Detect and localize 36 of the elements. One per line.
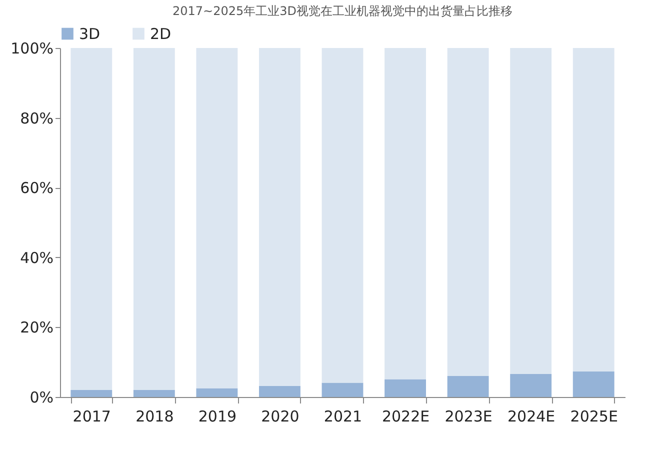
bar — [322, 48, 364, 383]
bar — [572, 48, 614, 372]
x-tick-label: 2022E — [382, 408, 430, 426]
x-tick-label: 2024E — [508, 408, 556, 426]
legend-label: 2D — [150, 24, 172, 43]
bar — [572, 372, 614, 397]
bar — [196, 388, 238, 397]
x-tick-label: 2019 — [198, 408, 237, 426]
bar — [70, 48, 112, 390]
bar — [133, 390, 175, 397]
x-tick-label: 2023E — [444, 408, 492, 426]
x-tick-label: 2021 — [324, 408, 362, 426]
chart-title: 2017~2025年工业3D视觉在工业机器视觉中的出货量占比推移 — [172, 4, 513, 18]
y-tick-label: 20% — [20, 318, 54, 337]
x-tick-label: 2017 — [72, 408, 111, 426]
x-tick-label: 2025E — [570, 408, 618, 426]
bar — [447, 376, 489, 397]
y-tick-label: 80% — [20, 109, 54, 128]
bar — [70, 390, 112, 397]
bar — [384, 48, 426, 380]
x-tick-label: 2020 — [261, 408, 300, 426]
bar — [384, 379, 426, 397]
y-tick-label: 40% — [20, 248, 54, 267]
bar — [447, 48, 489, 376]
bar — [196, 48, 238, 388]
legend-label: 3D — [79, 24, 100, 43]
y-tick-label: 0% — [30, 388, 54, 406]
bar — [322, 382, 364, 397]
bar — [133, 48, 175, 390]
bar — [510, 48, 552, 374]
x-tick-label: 2018 — [136, 408, 174, 426]
y-tick-label: 100% — [10, 40, 54, 58]
bar — [259, 386, 300, 397]
bar — [259, 48, 300, 386]
y-tick-label: 60% — [20, 179, 54, 198]
bar — [510, 374, 552, 397]
